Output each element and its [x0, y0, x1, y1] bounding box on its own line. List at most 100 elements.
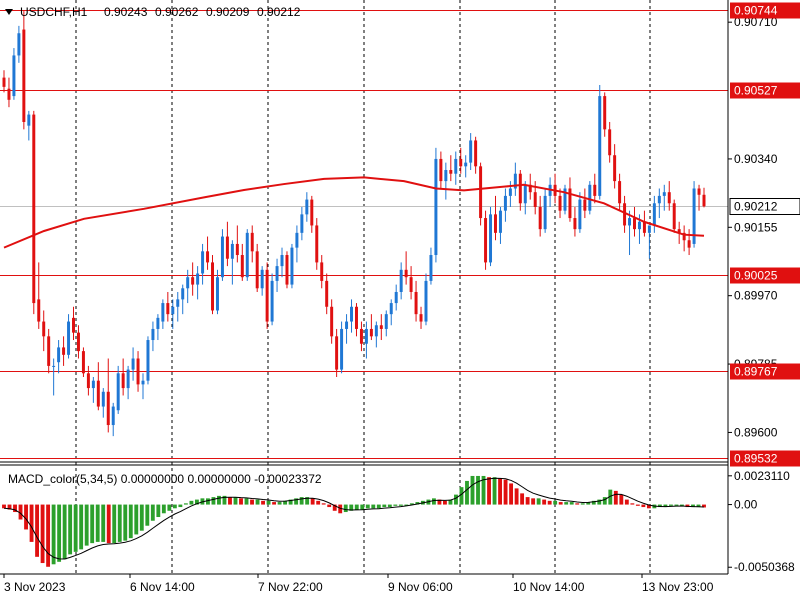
macd-bar [95, 504, 100, 542]
macd-bar [663, 504, 668, 508]
macd-bar [597, 499, 602, 505]
candle [628, 210, 632, 256]
candle-body [290, 247, 294, 285]
macd-bar [349, 504, 354, 511]
candle-body [394, 291, 398, 304]
candle-body [345, 321, 349, 329]
candle [662, 184, 666, 211]
macd-bar [514, 488, 519, 505]
candle [265, 262, 269, 329]
macd-bar [217, 495, 221, 505]
candle-body [454, 158, 458, 174]
candle-body [379, 325, 383, 329]
candle-body [613, 155, 617, 182]
candle [503, 188, 507, 222]
macd-bar [531, 498, 536, 505]
candle-body [57, 347, 61, 363]
price-tick-label-5: 0.89600 [734, 425, 778, 439]
macd-bar [448, 499, 453, 505]
candle-body [434, 158, 438, 256]
macd-bar [613, 490, 618, 505]
candle-body [7, 88, 11, 100]
candle [513, 162, 517, 196]
horizontal-levels[interactable] [0, 10, 728, 459]
candle [270, 273, 274, 326]
macd-bar [680, 504, 684, 506]
price-axis[interactable]: 0.907100.903400.901550.899700.897850.896… [728, 15, 778, 439]
macd-bar [272, 502, 277, 505]
candle [280, 247, 284, 278]
candle [176, 291, 180, 322]
macd-bar [13, 504, 17, 513]
macd-bar [580, 503, 585, 505]
macd-bar [189, 500, 194, 505]
current-price-tag-box [729, 198, 800, 215]
candle-body [126, 369, 130, 389]
macd-bar [299, 497, 304, 505]
price-panel[interactable] [0, 0, 728, 574]
candle [57, 340, 61, 374]
macd-bar [371, 504, 376, 509]
level-tag-box-1 [730, 82, 800, 99]
macd-bar [73, 504, 78, 552]
candle-body [667, 192, 671, 204]
macd-signal-line [3, 477, 705, 560]
candle [414, 280, 418, 322]
macd-bar [332, 504, 337, 511]
macd-bar [459, 487, 464, 505]
macd-bar [387, 504, 392, 508]
candle-body [161, 303, 165, 322]
candle [230, 240, 234, 285]
candle-body [677, 229, 681, 233]
candle [42, 310, 46, 352]
time-axis[interactable]: 3 Nov 2023 6 Nov 14:00 7 Nov 22:00 9 Nov 06… [3, 574, 714, 594]
candle-body [528, 184, 532, 193]
price-tick-label-2: 0.90155 [734, 220, 778, 234]
candle-body [414, 291, 418, 315]
macd-bar [288, 499, 293, 505]
macd-bar [564, 502, 569, 505]
candle [101, 388, 105, 418]
macd-bar [211, 497, 216, 505]
candle-body [285, 255, 289, 285]
candle [340, 321, 344, 374]
macd-tick-label-1: 0.00 [734, 498, 758, 512]
candle [220, 229, 224, 281]
candle [196, 266, 200, 300]
macd-bar [294, 498, 299, 505]
candle-body [498, 210, 502, 233]
candle [374, 321, 378, 348]
level-tag-box-2 [730, 267, 800, 284]
candle [364, 321, 368, 359]
macd-bar [509, 483, 514, 505]
macd-bar [167, 504, 172, 511]
candle [538, 195, 542, 237]
macd-bar [553, 500, 558, 505]
candle-body [449, 170, 453, 174]
macd-bar [382, 504, 387, 508]
candle [394, 284, 398, 311]
macd-bar [255, 499, 260, 505]
macd-bar [161, 504, 166, 514]
macd-tick-label-0: 0.0023110 [734, 469, 790, 483]
candle [52, 358, 56, 396]
candle-body [340, 328, 344, 370]
macd-bar [454, 494, 458, 505]
macd-bar [575, 503, 580, 505]
candle [578, 192, 582, 233]
macd-panel[interactable] [2, 475, 706, 567]
chevron-down-icon[interactable] [5, 9, 13, 15]
candle-body [484, 218, 488, 263]
candle-body [76, 332, 80, 352]
macd-bar [261, 500, 265, 505]
candle-body [637, 221, 641, 230]
candle-body [315, 225, 319, 263]
macd-bar [641, 504, 646, 508]
macd-bar [657, 504, 662, 508]
candle-body [171, 306, 175, 315]
candle [37, 262, 41, 329]
candle-body [633, 218, 636, 230]
macd-bar [365, 504, 370, 509]
candle-body [295, 232, 299, 248]
candle-body [618, 181, 622, 204]
